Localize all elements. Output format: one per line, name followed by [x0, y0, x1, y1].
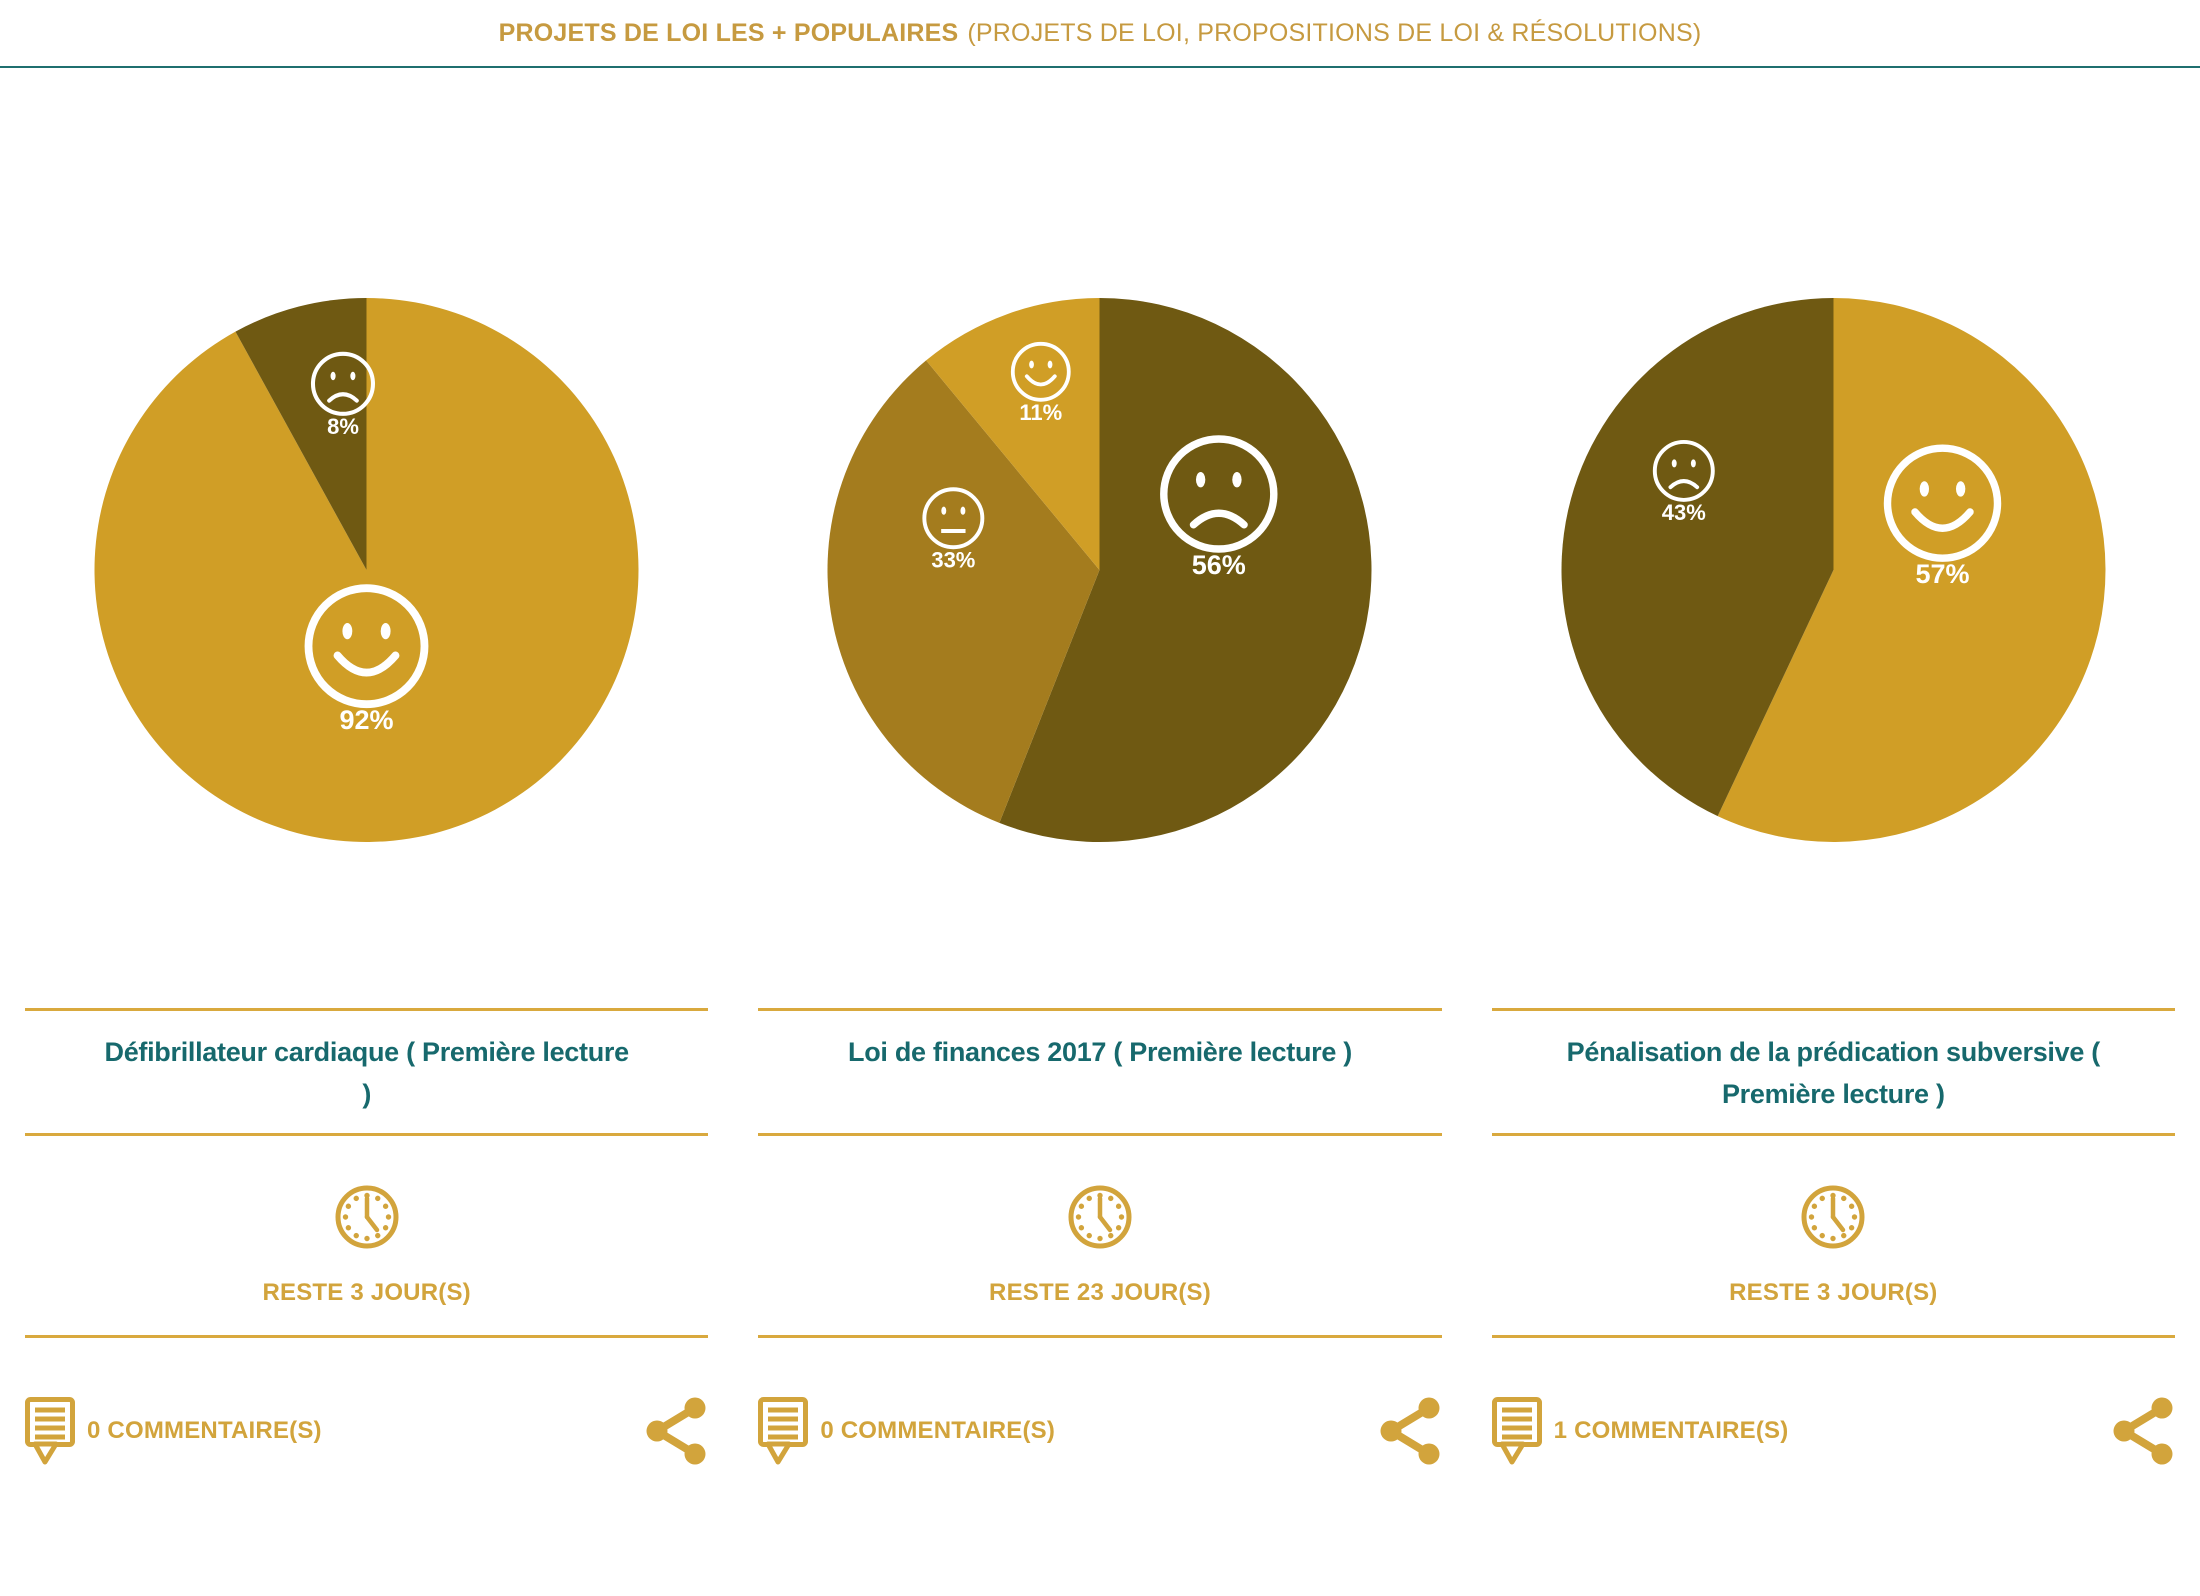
sentiment-pie-chart[interactable]: 92% 8% [25, 68, 708, 1008]
bill-title[interactable]: Pénalisation de la prédication subversiv… [1491, 1008, 2175, 1136]
comments-count-label[interactable]: 0 COMMENTAIRE(S) [87, 1417, 322, 1444]
days-remaining-label: RESTE 3 JOUR(S) [1729, 1279, 1938, 1306]
comment-row: 0 COMMENTAIRE(S) [25, 1395, 708, 1467]
pie-slice-percent-label: 56% [1192, 550, 1246, 580]
share-icon-svg [1380, 1397, 1440, 1465]
sentiment-pie-chart[interactable]: 57% 43% [1492, 68, 2175, 1008]
divider [25, 1335, 709, 1338]
clock-icon [1800, 1184, 1866, 1255]
comment-row: 0 COMMENTAIRE(S) [758, 1395, 1441, 1467]
comments-icon-svg [1491, 1397, 1542, 1465]
neutral-face-icon [922, 487, 985, 550]
clock-icon-svg [1068, 1185, 1132, 1249]
comments-count-label[interactable]: 0 COMMENTAIRE(S) [820, 1417, 1056, 1444]
pie-slice-sad[interactable] [235, 298, 367, 570]
clock-row [1492, 1184, 2175, 1255]
comments-icon[interactable] [25, 1397, 75, 1465]
share-icon[interactable] [644, 1397, 708, 1465]
pie-slice-percent-label: 11% [1020, 400, 1063, 425]
comments-icon-svg [25, 1397, 75, 1465]
pie-slice-percent-label: 43% [1661, 500, 1705, 525]
clock-row [758, 1184, 1441, 1255]
clock-icon-svg [335, 1185, 399, 1249]
pie-slice-percent-label: 92% [339, 705, 393, 735]
bill-title-line: Défibrillateur cardiaque ( Première lect… [104, 1037, 630, 1067]
happy-face-icon [304, 584, 429, 709]
sentiment-pie-chart[interactable]: 56% 33% 11% [758, 68, 1441, 1008]
share-icon-svg [2113, 1397, 2173, 1465]
pie-slice-happy[interactable] [94, 298, 639, 842]
sad-face-icon [1160, 435, 1278, 553]
pie-slice-happy[interactable] [926, 298, 1100, 570]
comments-icon[interactable] [1491, 1397, 1542, 1465]
sad-face-icon [310, 351, 376, 416]
happy-face-icon [1011, 341, 1072, 402]
days-remaining-label: RESTE 23 JOUR(S) [989, 1279, 1211, 1306]
bill-title-line: Pénalisation de la prédication subversiv… [1566, 1037, 2101, 1067]
share-icon-svg [646, 1397, 706, 1465]
share-icon[interactable] [2111, 1397, 2175, 1465]
bill-title[interactable]: Défibrillateur cardiaque ( Première lect… [25, 1008, 709, 1136]
bill-title-line: Première lecture ) [1721, 1079, 1945, 1109]
page-header: PROJETS DE LOI LES + POPULAIRES (PROJETS… [0, 0, 2200, 68]
comments-count-label[interactable]: 1 COMMENTAIRE(S) [1553, 1417, 1789, 1444]
clock-icon [1067, 1184, 1133, 1255]
comments-icon[interactable] [758, 1397, 809, 1465]
pie-slice-sad[interactable] [999, 298, 1372, 843]
clock-icon-svg [1801, 1185, 1865, 1249]
pie-slice-sad[interactable] [1561, 298, 1834, 817]
happy-face-icon [1883, 444, 2001, 562]
bill-card: 92% 8% Défibrillateur cardiaque ( Premièr… [0, 68, 733, 1467]
pie-slice-happy[interactable] [1717, 298, 2106, 843]
pie-slice-percent-label: 8% [327, 414, 359, 439]
clock-row [25, 1184, 708, 1255]
bill-title[interactable]: Loi de finances 2017 ( Première lecture … [758, 1008, 1442, 1136]
bill-card: 57% 43% Pénalisation de la prédication su… [1467, 68, 2200, 1467]
clock-icon [334, 1184, 400, 1255]
bill-title-line: ) [362, 1079, 372, 1109]
pie-slice-percent-label: 33% [932, 547, 976, 572]
sad-face-icon [1652, 439, 1715, 502]
divider [1491, 1335, 2175, 1338]
divider [758, 1335, 1442, 1338]
comment-row: 1 COMMENTAIRE(S) [1491, 1395, 2175, 1467]
comments-icon-svg [758, 1397, 809, 1465]
pie-slice-neutral[interactable] [827, 360, 1100, 823]
bill-card: 56% 33% 11% Loi de finances 2017 ( Premièr… [733, 68, 1466, 1467]
days-remaining-label: RESTE 3 JOUR(S) [262, 1279, 471, 1306]
bill-cards-row: 92% 8% Défibrillateur cardiaque ( Premièr… [0, 68, 2200, 1467]
page-title: PROJETS DE LOI LES + POPULAIRES [498, 18, 959, 47]
bill-title-line: Loi de finances 2017 ( Première lecture … [848, 1037, 1352, 1067]
page-subtitle: (PROJETS DE LOI, PROPOSITIONS DE LOI & R… [967, 18, 1702, 47]
share-icon[interactable] [1378, 1397, 1442, 1465]
pie-slice-percent-label: 57% [1915, 559, 1969, 589]
